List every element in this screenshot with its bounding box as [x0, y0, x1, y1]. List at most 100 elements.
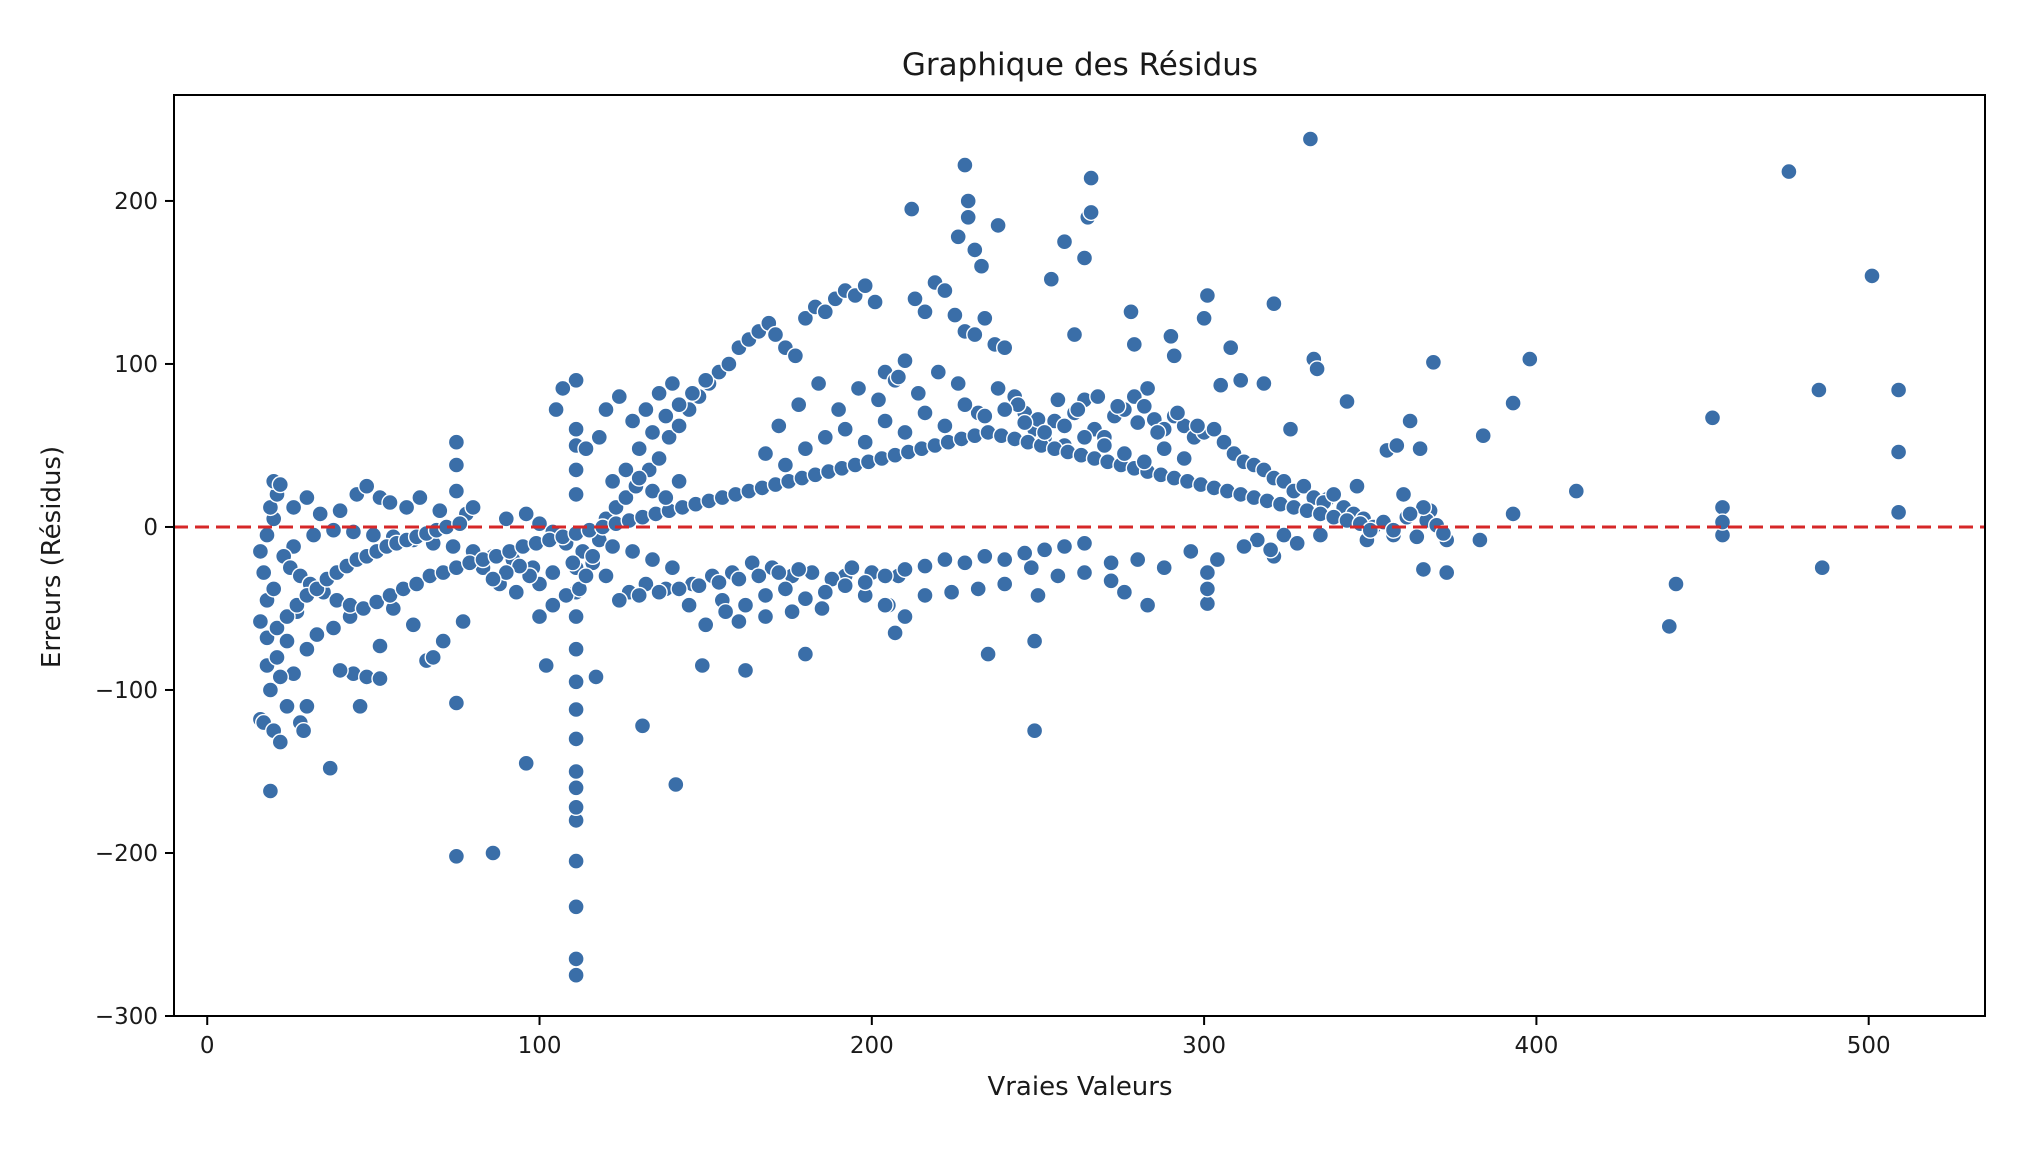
- scatter-point: [1055, 417, 1074, 435]
- scatter-point: [996, 575, 1014, 593]
- scatter-point: [790, 560, 808, 579]
- scatter-point: [1042, 270, 1061, 288]
- scatter-point: [976, 547, 994, 565]
- scatter-point: [816, 583, 834, 601]
- scatter-point: [690, 577, 708, 595]
- scatter-point: [324, 521, 343, 539]
- scatter-point: [1414, 560, 1433, 579]
- scatter-point: [1198, 594, 1217, 613]
- scatter-point: [680, 596, 698, 614]
- scatter-point: [447, 433, 466, 451]
- scatter-point: [1231, 371, 1250, 389]
- scatter-point: [667, 775, 685, 794]
- scatter-point: [750, 567, 768, 585]
- scatter-point: [617, 461, 635, 479]
- scatter-point: [298, 697, 316, 715]
- scatter-point: [371, 637, 389, 655]
- scatter-points: [251, 130, 1908, 984]
- scatter-point: [1089, 387, 1107, 406]
- scatter-point: [936, 550, 954, 569]
- scatter-point: [730, 612, 748, 631]
- scatter-point: [716, 603, 735, 621]
- scatter-point: [1660, 617, 1679, 636]
- scatter-point: [577, 567, 595, 585]
- scatter-point: [770, 417, 788, 435]
- scatter-point: [643, 423, 662, 442]
- scatter-point: [1567, 482, 1586, 500]
- scatter-point: [1255, 374, 1273, 393]
- scatter-point: [766, 325, 785, 344]
- scatter-point: [1198, 286, 1217, 305]
- scatter-point: [447, 694, 466, 712]
- scatter-point: [643, 550, 662, 569]
- scatter-point: [1384, 521, 1403, 539]
- scatter-point: [567, 950, 585, 968]
- scatter-point: [268, 619, 286, 637]
- scatter-point: [1122, 303, 1140, 321]
- scatter-point: [1311, 526, 1330, 544]
- scatter-point: [693, 656, 711, 675]
- scatter-point: [1474, 427, 1492, 445]
- scatter-point: [1301, 130, 1320, 148]
- scatter-point: [397, 498, 416, 517]
- scatter-point: [949, 228, 967, 246]
- scatter-point: [1182, 542, 1200, 561]
- scatter-point: [683, 384, 702, 402]
- scatter-point: [584, 547, 602, 565]
- scatter-point: [434, 632, 452, 650]
- scatter-point: [1394, 485, 1413, 504]
- scatter-point: [942, 583, 961, 601]
- scatter-point: [517, 754, 535, 772]
- scatter-point: [364, 526, 383, 544]
- scatter-point: [959, 192, 977, 210]
- scatter-point: [1135, 453, 1154, 471]
- scatter-point: [308, 625, 326, 644]
- plot-frame: [173, 94, 1986, 1017]
- scatter-point: [996, 400, 1014, 419]
- scatter-point: [331, 661, 349, 680]
- scatter-point: [1108, 397, 1127, 415]
- scatter-point: [537, 656, 555, 675]
- scatter-point: [298, 640, 316, 658]
- scatter-point: [1102, 554, 1120, 572]
- scatter-point: [278, 697, 296, 715]
- scatter-point: [906, 290, 924, 308]
- scatter-point: [936, 417, 954, 435]
- scatter-point: [1521, 350, 1539, 368]
- scatter-point: [610, 387, 628, 406]
- scatter-point: [544, 596, 562, 614]
- scatter-point: [597, 400, 615, 419]
- scatter-point: [856, 573, 874, 592]
- scatter-point: [1504, 394, 1522, 412]
- scatter-point: [1713, 498, 1732, 517]
- scatter-point: [956, 396, 974, 414]
- scatter-point: [1211, 376, 1230, 394]
- scatter-point: [896, 352, 914, 370]
- scatter-point: [736, 596, 755, 614]
- scatter-point: [324, 619, 343, 637]
- scatter-point: [547, 400, 565, 419]
- scatter-point: [251, 612, 270, 631]
- scatter-point: [630, 586, 648, 605]
- scatter-point: [1411, 440, 1429, 458]
- scatter-point: [1168, 404, 1187, 422]
- scatter-point: [567, 966, 585, 984]
- scatter-point: [1437, 563, 1456, 582]
- scatter-point: [866, 293, 884, 311]
- scatter-point: [1265, 295, 1283, 313]
- scatter-point: [630, 440, 648, 458]
- scatter-point: [1115, 444, 1134, 463]
- x-tick-label: 0: [200, 1033, 215, 1059]
- scatter-point: [255, 563, 273, 582]
- scatter-point: [381, 493, 399, 512]
- scatter-point: [517, 505, 535, 523]
- scatter-point: [1102, 572, 1120, 590]
- scatter-point: [1035, 541, 1054, 559]
- scatter-point: [464, 498, 482, 517]
- scatter-point: [1075, 428, 1094, 446]
- scatter-point: [1049, 391, 1067, 409]
- x-tick-label: 300: [1182, 1033, 1226, 1059]
- scatter-point: [321, 759, 339, 777]
- scatter-point: [1035, 423, 1054, 442]
- scatter-point: [610, 591, 628, 609]
